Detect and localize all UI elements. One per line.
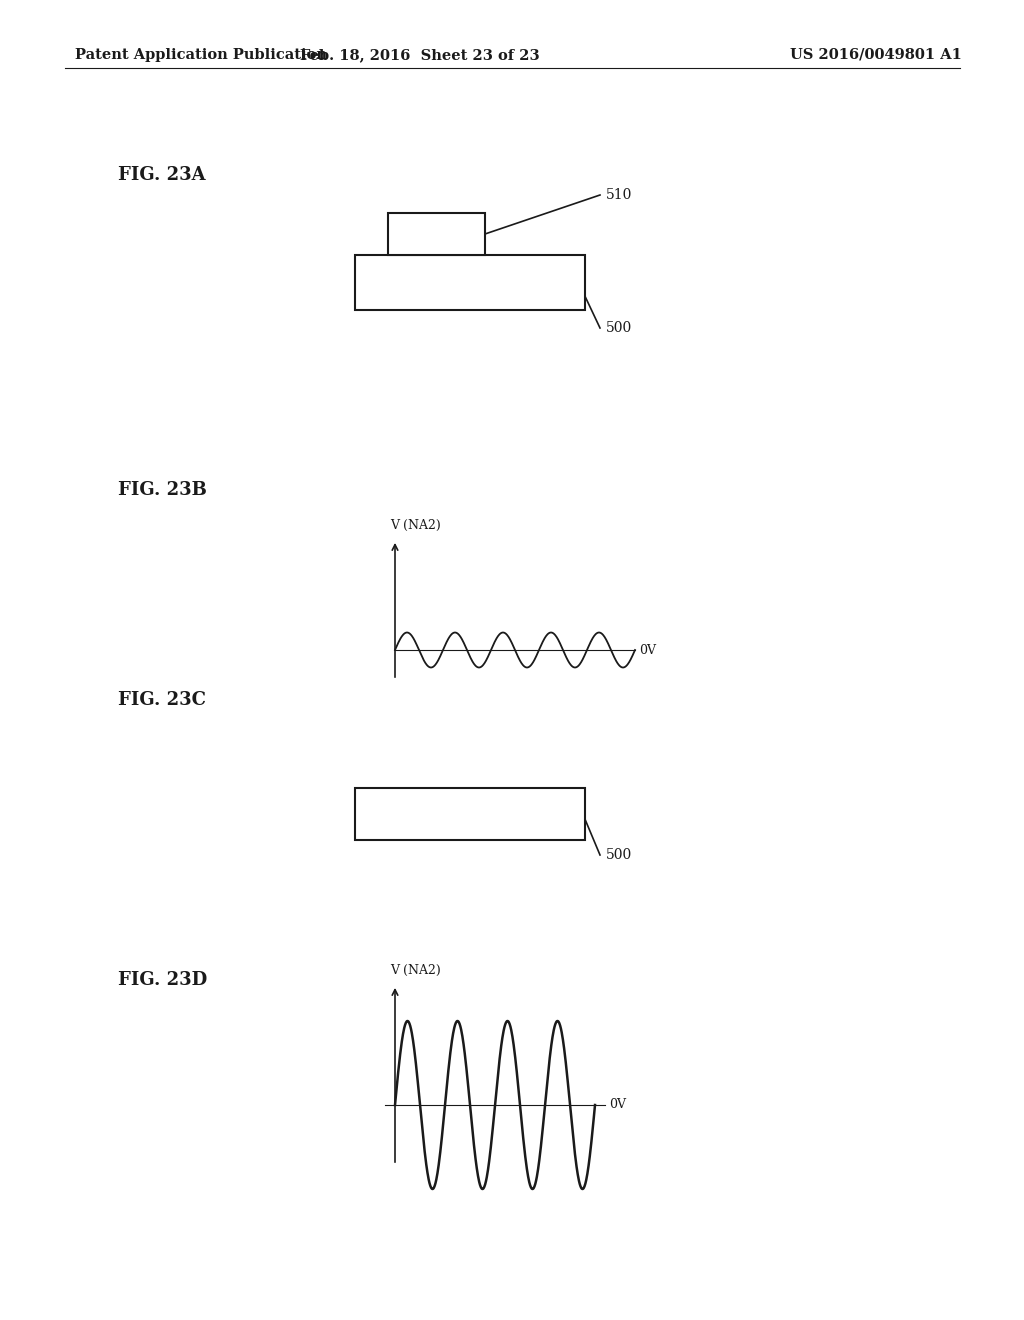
Text: 500: 500 <box>606 321 632 335</box>
Bar <box>388 213 485 255</box>
Text: 0V: 0V <box>639 644 656 656</box>
Text: Feb. 18, 2016  Sheet 23 of 23: Feb. 18, 2016 Sheet 23 of 23 <box>300 48 540 62</box>
Text: FIG. 23B: FIG. 23B <box>118 480 207 499</box>
Text: FIG. 23A: FIG. 23A <box>118 166 206 183</box>
Text: 0V: 0V <box>609 1098 626 1111</box>
Text: FIG. 23D: FIG. 23D <box>118 972 207 989</box>
Bar <box>355 255 585 310</box>
Text: US 2016/0049801 A1: US 2016/0049801 A1 <box>790 48 962 62</box>
Text: Patent Application Publication: Patent Application Publication <box>75 48 327 62</box>
Text: V (NA2): V (NA2) <box>390 964 440 977</box>
Text: FIG. 23C: FIG. 23C <box>118 690 206 709</box>
Text: V (NA2): V (NA2) <box>390 519 440 532</box>
Text: 510: 510 <box>606 187 633 202</box>
Bar <box>355 788 585 840</box>
Text: 500: 500 <box>606 847 632 862</box>
